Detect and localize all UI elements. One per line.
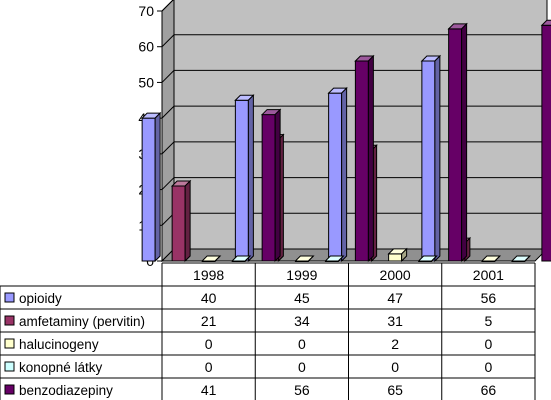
data-label: 56 xyxy=(481,290,497,306)
data-label: 40 xyxy=(201,290,217,306)
legend-label: benzodiazepiny xyxy=(19,383,113,398)
bar-side xyxy=(431,255,437,262)
x-category-label: 2001 xyxy=(473,267,504,283)
bar-side xyxy=(341,86,348,263)
bar xyxy=(421,60,436,262)
bar-side xyxy=(184,179,191,263)
legend-label: amfetaminy (pervitin) xyxy=(19,314,145,329)
data-label: 0 xyxy=(298,359,306,375)
x-category-label: 1998 xyxy=(193,267,224,283)
y-tick-label: 50 xyxy=(138,74,154,90)
bar xyxy=(328,92,343,262)
y-tick-label: 70 xyxy=(138,3,154,19)
bar-side xyxy=(154,111,161,263)
data-label: 41 xyxy=(201,382,217,398)
bar xyxy=(354,60,369,262)
data-label: 0 xyxy=(205,359,213,375)
bar xyxy=(388,253,403,262)
data-label: 0 xyxy=(484,336,492,352)
bar-side xyxy=(338,255,344,262)
data-label: 2 xyxy=(391,336,399,352)
bar-side xyxy=(367,54,374,263)
bar-side xyxy=(494,255,501,262)
bar-side xyxy=(461,22,468,263)
legend-swatch xyxy=(4,361,15,372)
data-label: 0 xyxy=(484,359,492,375)
bar-side xyxy=(308,255,314,262)
legend-swatch xyxy=(4,315,15,326)
data-label: 31 xyxy=(387,313,403,329)
legend-swatch xyxy=(4,338,15,349)
data-label: 0 xyxy=(391,359,399,375)
bar xyxy=(141,117,156,262)
data-label: 0 xyxy=(205,336,213,352)
legend-label: halucinogeny xyxy=(19,337,99,352)
y-tick-label: 60 xyxy=(138,39,154,55)
data-label: 34 xyxy=(294,313,310,329)
data-label: 65 xyxy=(387,382,403,398)
data-label: 56 xyxy=(294,382,310,398)
data-label: 21 xyxy=(201,313,217,329)
bar-side xyxy=(274,108,281,263)
bar xyxy=(234,99,249,262)
bar-side xyxy=(244,255,251,262)
legend-swatch xyxy=(4,292,15,303)
data-label: 45 xyxy=(294,290,310,306)
x-category-label: 1999 xyxy=(286,267,317,283)
bar-side xyxy=(524,255,531,262)
bar-side xyxy=(434,54,441,263)
data-label: 0 xyxy=(298,336,306,352)
bar-side xyxy=(214,255,221,262)
bar-side xyxy=(401,247,408,263)
bar xyxy=(171,185,186,262)
legend-label: opioidy xyxy=(19,291,62,306)
data-label: 5 xyxy=(484,313,492,329)
data-label: 47 xyxy=(387,290,403,306)
gridline xyxy=(161,0,174,12)
gridline xyxy=(161,34,547,48)
bar xyxy=(261,114,276,262)
legend-swatch xyxy=(4,384,15,395)
bar xyxy=(448,28,463,262)
x-category-label: 2000 xyxy=(380,267,411,283)
bar xyxy=(541,24,551,262)
legend-label: konopné látky xyxy=(19,360,103,375)
data-label: 66 xyxy=(481,382,497,398)
bar-side xyxy=(247,94,254,263)
